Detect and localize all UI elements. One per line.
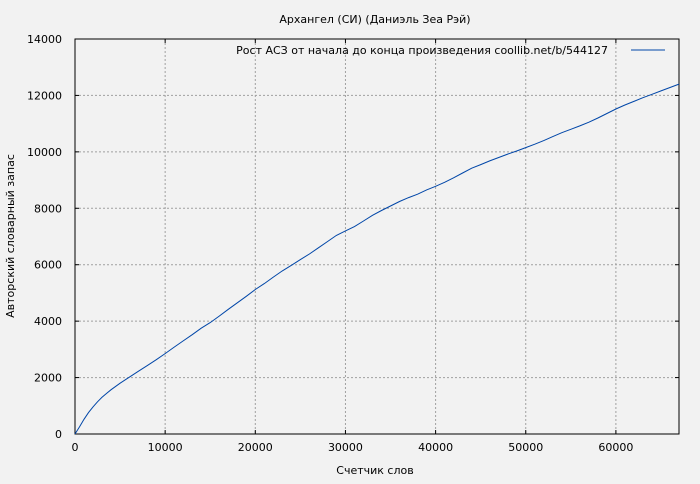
- axis-ticks: 0 10000 20000 30000 40000 50000 60000 0 2000 4000…: [27, 33, 679, 454]
- x-axis-label: Счетчик слов: [336, 464, 413, 477]
- x-tick-label: 60000: [598, 441, 633, 454]
- grid: [75, 39, 679, 434]
- x-tick-label: 0: [72, 441, 79, 454]
- series-layer: [74, 83, 680, 435]
- y-tick-label: 10000: [27, 146, 62, 159]
- x-tick-label: 50000: [508, 441, 543, 454]
- y-axis-label: Авторский словарный запас: [4, 154, 17, 318]
- y-tick-label: 2000: [34, 372, 62, 385]
- x-tick-label: 20000: [238, 441, 273, 454]
- x-tick-label: 30000: [328, 441, 363, 454]
- x-tick-label: 40000: [418, 441, 453, 454]
- series-line: [74, 83, 680, 435]
- chart-title: Архангел (СИ) (Даниэль Зеа Рэй): [279, 13, 470, 26]
- y-tick-label: 14000: [27, 33, 62, 46]
- y-tick-label: 4000: [34, 315, 62, 328]
- legend-label: Рост АСЗ от начала до конца произведения…: [236, 44, 608, 57]
- y-tick-label: 6000: [34, 259, 62, 272]
- x-tick-label: 10000: [148, 441, 183, 454]
- y-tick-label: 12000: [27, 89, 62, 102]
- y-tick-label: 0: [55, 428, 62, 441]
- plot-frame: [74, 38, 680, 435]
- legend: Рост АСЗ от начала до конца произведения…: [236, 44, 665, 57]
- y-tick-label: 8000: [34, 202, 62, 215]
